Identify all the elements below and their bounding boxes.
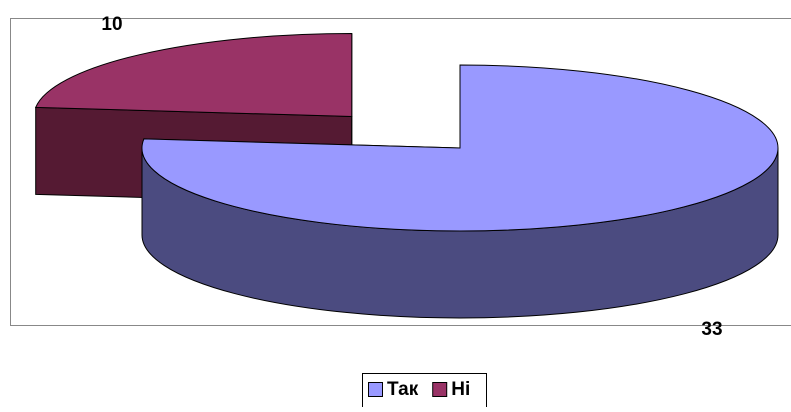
slice xyxy=(36,34,352,117)
legend-swatch xyxy=(433,383,447,397)
legend-swatch xyxy=(369,383,383,397)
data-label: 10 xyxy=(101,14,122,35)
legend-label: Ні xyxy=(451,379,470,400)
legend-label: Так xyxy=(387,379,419,400)
data-label: 33 xyxy=(701,319,722,340)
